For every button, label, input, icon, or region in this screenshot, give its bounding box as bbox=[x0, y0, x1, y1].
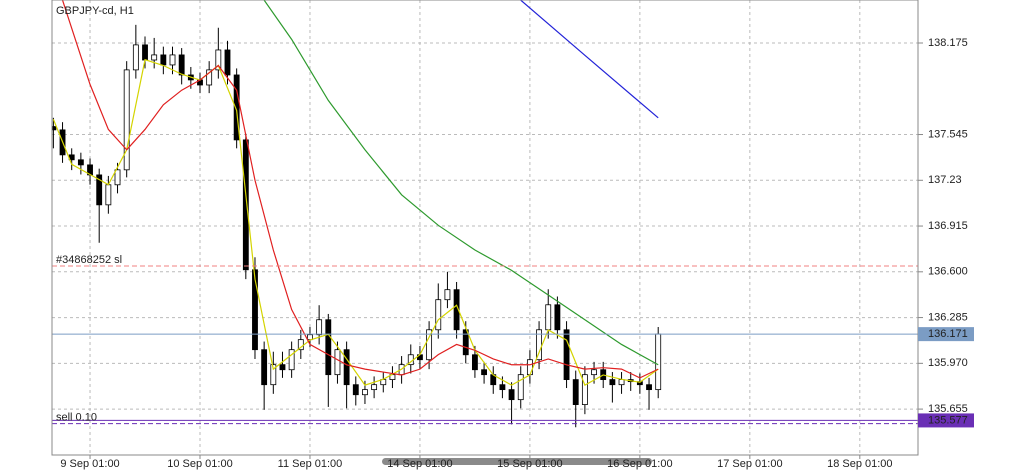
candle-body bbox=[132, 44, 139, 71]
y-tick-label: 136.600 bbox=[928, 266, 968, 278]
candle-body bbox=[352, 384, 359, 396]
price-box-label: 136.171 bbox=[928, 328, 968, 340]
candle-body bbox=[142, 44, 148, 61]
candle-body bbox=[591, 369, 597, 376]
candle-body bbox=[114, 169, 121, 186]
candle-body bbox=[646, 384, 652, 391]
candle-body bbox=[343, 349, 350, 386]
candle-body bbox=[288, 349, 295, 371]
plot-frame bbox=[51, 0, 919, 456]
candle-body bbox=[618, 379, 625, 386]
candle-body bbox=[160, 54, 167, 66]
candle-body bbox=[96, 174, 103, 206]
candle-body bbox=[169, 54, 176, 66]
plot-area bbox=[52, 0, 918, 428]
candle-body bbox=[508, 389, 515, 401]
x-tick-label: 14 Sep 01:00 bbox=[387, 458, 452, 470]
level-label: sell 0.10 bbox=[56, 412, 97, 424]
y-tick-label: 135.655 bbox=[928, 403, 968, 415]
moving-average-line bbox=[520, 0, 659, 119]
candle-body bbox=[252, 269, 258, 351]
candle-body bbox=[270, 364, 277, 386]
candle-body bbox=[371, 384, 378, 391]
candle-body bbox=[435, 299, 442, 331]
y-tick-label: 136.285 bbox=[928, 311, 968, 323]
x-tick-label: 17 Sep 01:00 bbox=[717, 458, 782, 470]
candle-body bbox=[105, 184, 112, 206]
candle-body bbox=[224, 49, 231, 76]
candle-body bbox=[242, 139, 249, 271]
candle-body bbox=[261, 349, 268, 386]
candle-body bbox=[151, 54, 158, 61]
y-tick-label: 136.915 bbox=[928, 220, 968, 232]
candle-body bbox=[572, 379, 579, 405]
candle-body bbox=[325, 319, 332, 376]
candle-body bbox=[316, 319, 323, 336]
candle-body bbox=[481, 369, 488, 376]
moving-average-line bbox=[263, 0, 659, 366]
labels: 138.175 137.545 137.23 136.915 136.600 136.28… bbox=[56, 37, 974, 470]
candle-body bbox=[77, 159, 84, 166]
y-tick-label: 138.175 bbox=[928, 37, 968, 49]
x-tick-label: 10 Sep 01:00 bbox=[167, 458, 232, 470]
moving-average-line bbox=[52, 58, 659, 386]
candle-body bbox=[233, 74, 240, 141]
candle-body bbox=[178, 54, 185, 76]
candle-body bbox=[453, 289, 460, 331]
x-tick-label: 15 Sep 01:00 bbox=[497, 458, 562, 470]
x-tick-label: 11 Sep 01:00 bbox=[278, 458, 343, 470]
candle-body bbox=[563, 329, 570, 381]
price-box bbox=[918, 327, 974, 342]
candle-body bbox=[609, 379, 616, 386]
y-tick-label: 135.970 bbox=[928, 357, 968, 369]
y-tick-label: 137.545 bbox=[928, 128, 968, 140]
candle-body bbox=[462, 329, 469, 356]
candle-body bbox=[471, 354, 478, 371]
candle-body bbox=[499, 384, 506, 391]
candle-body bbox=[581, 374, 588, 405]
moving-average-line bbox=[61, 0, 659, 379]
level-label: #34868252 sl bbox=[56, 254, 122, 266]
candle-body bbox=[444, 289, 451, 301]
candle-body bbox=[334, 349, 341, 376]
candle-body bbox=[517, 374, 524, 401]
candle-body bbox=[554, 304, 561, 331]
y-tick-label: 137.23 bbox=[928, 174, 962, 186]
candle-body bbox=[545, 304, 552, 331]
candle-body bbox=[52, 126, 57, 131]
x-tick-label: 18 Sep 01:00 bbox=[827, 458, 892, 470]
price-box bbox=[918, 413, 974, 428]
candle-body bbox=[215, 49, 222, 71]
chart-title: GBPJPY-cd, H1 bbox=[56, 5, 134, 17]
candle-body bbox=[526, 359, 533, 376]
candle-body bbox=[279, 364, 286, 371]
candle-body bbox=[426, 329, 433, 361]
x-tick-label: 16 Sep 01:00 bbox=[607, 458, 672, 470]
price-box-label: 135.577 bbox=[928, 414, 968, 426]
x-tick-label: 9 Sep 01:00 bbox=[60, 458, 119, 470]
scrollbar[interactable] bbox=[382, 458, 652, 465]
candle-body bbox=[362, 389, 368, 396]
candle-body bbox=[655, 333, 662, 391]
candle-body bbox=[206, 69, 213, 86]
candle-body bbox=[123, 69, 130, 171]
